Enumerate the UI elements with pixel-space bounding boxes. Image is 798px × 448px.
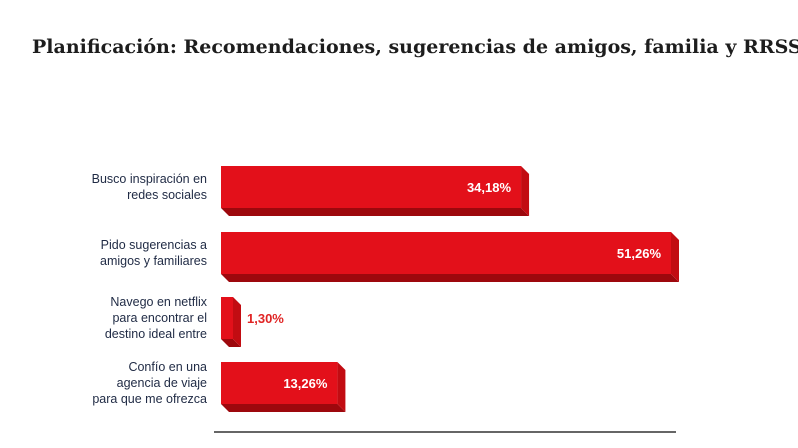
bar xyxy=(221,166,522,208)
category-label: Busco inspiración en xyxy=(92,172,207,186)
bar-side-face xyxy=(521,166,530,216)
data-label: 51,26% xyxy=(617,246,662,261)
category-label: amigos y familiares xyxy=(100,254,207,268)
category-label: Navego en netflix xyxy=(110,295,207,309)
bar-side-face xyxy=(233,297,241,347)
chart-title: Planificación: Recomendaciones, sugerenc… xyxy=(32,36,798,58)
data-label: 13,26% xyxy=(283,376,328,391)
category-label: para encontrar el xyxy=(112,311,207,325)
category-label: Pido sugerencias a xyxy=(101,238,207,252)
category-label: destino ideal entre xyxy=(105,327,207,341)
data-label: 1,30% xyxy=(247,311,284,326)
bar-side-face xyxy=(671,232,679,282)
category-label: agencia de viaje xyxy=(117,376,207,390)
category-label: redes sociales xyxy=(127,188,207,202)
bar-bottom-face xyxy=(221,208,530,216)
category-label: para que me ofrezca xyxy=(92,392,207,406)
data-label: 34,18% xyxy=(467,180,512,195)
bar-bottom-face xyxy=(221,339,241,347)
bar xyxy=(221,297,233,339)
bar-bottom-face xyxy=(221,404,346,412)
bar xyxy=(221,232,671,274)
bar-side-face xyxy=(337,362,346,412)
category-label: Confío en una xyxy=(128,360,207,374)
bar-bottom-face xyxy=(221,274,679,282)
bar xyxy=(221,362,338,404)
